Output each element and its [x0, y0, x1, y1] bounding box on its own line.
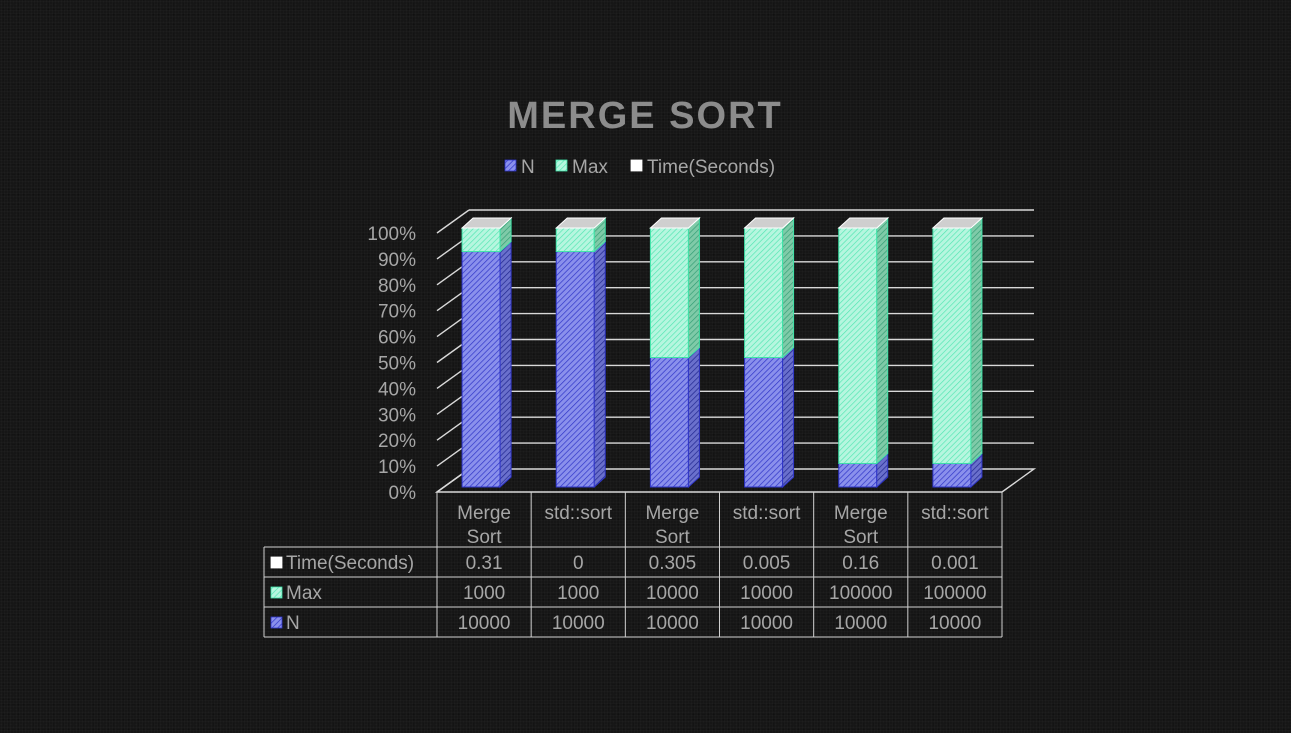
- table-cell: 100000: [829, 583, 892, 604]
- table-cell: 0.16: [842, 553, 879, 574]
- bar-max-5: [933, 228, 971, 463]
- table-cell: 1000: [557, 583, 599, 604]
- y-tick-label: 60%: [378, 328, 416, 349]
- y-tick-label: 20%: [378, 431, 416, 452]
- category-label: Merge: [834, 503, 888, 524]
- table-row-label: Time(Seconds): [286, 553, 414, 574]
- bar-n-5: [933, 463, 971, 487]
- table-cell: 10000: [646, 583, 699, 604]
- table-row-label: Max: [286, 583, 322, 604]
- bar-max-3: [745, 228, 783, 357]
- y-tick-label: 0%: [389, 483, 417, 504]
- bar-side-1-2: [688, 218, 699, 357]
- table-legend-key-1: [271, 587, 282, 598]
- table-cell: 0: [573, 553, 584, 574]
- plot-area: 0% 10% 20% 30% 40% 50% 60% 70% 80% 90% 100%: [367, 210, 1034, 504]
- table-cell: 0.001: [931, 553, 979, 574]
- category-label: Sort: [843, 527, 879, 548]
- bar-side-1-5: [971, 218, 982, 463]
- y-tick-label: 70%: [378, 302, 416, 323]
- bar-side-0-1: [594, 242, 605, 487]
- bar-side-0-2: [688, 348, 699, 487]
- y-tick-label: 90%: [378, 250, 416, 271]
- y-tick-label: 40%: [378, 379, 416, 400]
- chart-legend: N Max Time(Seconds): [505, 157, 775, 178]
- table-cell: 10000: [928, 613, 981, 634]
- table-cell: 0.005: [743, 553, 791, 574]
- table-cell: 10000: [552, 613, 605, 634]
- legend-label: N: [521, 157, 535, 178]
- table-row-label: N: [286, 613, 300, 634]
- table-cell: 100000: [923, 583, 986, 604]
- bar-side-1-4: [877, 218, 888, 463]
- table-legend-key-2: [271, 557, 282, 568]
- table-cell: 10000: [646, 613, 699, 634]
- y-tick-label: 30%: [378, 405, 416, 426]
- legend-label: Max: [572, 157, 608, 178]
- bar-side-0-3: [783, 348, 794, 487]
- category-label: std::sort: [544, 503, 612, 524]
- bar-max-2: [650, 228, 688, 357]
- category-label: Merge: [645, 503, 699, 524]
- table-cell: 0.31: [466, 553, 503, 574]
- bars: [462, 218, 982, 487]
- table-cell: 10000: [740, 613, 793, 634]
- y-tick-label: 50%: [378, 354, 416, 375]
- table-cell: 10000: [740, 583, 793, 604]
- legend-label: Time(Seconds): [647, 157, 775, 178]
- bar-max-0: [462, 228, 500, 252]
- bar-max-1: [556, 228, 594, 252]
- category-label: std::sort: [921, 503, 989, 524]
- bar-side-1-3: [783, 218, 794, 357]
- y-tick-label: 100%: [367, 224, 416, 245]
- legend-swatch-2: [631, 160, 642, 171]
- y-tick-label: 80%: [378, 276, 416, 297]
- category-label: Merge: [457, 503, 511, 524]
- legend-swatch-1: [556, 160, 567, 171]
- table-cell: 10000: [458, 613, 511, 634]
- bar-n-0: [462, 252, 500, 487]
- table-cell: 10000: [834, 613, 887, 634]
- chart-title: MERGE SORT: [507, 95, 782, 137]
- category-label: Sort: [655, 527, 691, 548]
- legend-swatch-0: [505, 160, 516, 171]
- table-cell: 0.305: [649, 553, 697, 574]
- table-cell: 1000: [463, 583, 505, 604]
- y-tick-label: 10%: [378, 457, 416, 478]
- category-label: Sort: [467, 527, 503, 548]
- bar-n-2: [650, 358, 688, 487]
- bar-max-4: [839, 228, 877, 463]
- bar-n-1: [556, 252, 594, 487]
- table-legend-key-0: [271, 617, 282, 628]
- bar-n-3: [745, 358, 783, 487]
- category-label: std::sort: [733, 503, 801, 524]
- bar-side-0-0: [500, 242, 511, 487]
- bar-n-4: [839, 463, 877, 487]
